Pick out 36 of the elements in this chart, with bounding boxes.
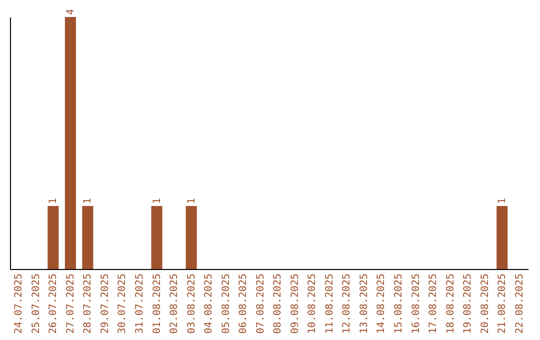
x-tick-label: 25.07.2025	[30, 274, 42, 334]
x-tick-label: 03.08.2025	[186, 274, 198, 334]
x-tick-label: 30.07.2025	[117, 274, 128, 334]
data-label: 1	[152, 198, 163, 204]
x-tick-label: 07.08.2025	[255, 274, 266, 334]
x-tick-label: 13.08.2025	[358, 274, 370, 334]
x-tick-label: 31.07.2025	[134, 274, 146, 334]
x-tick-label: 12.08.2025	[342, 274, 353, 334]
x-tick-label: 04.08.2025	[204, 274, 215, 334]
data-label: 1	[497, 198, 508, 204]
data-label: 1	[48, 198, 60, 204]
x-tick-label: 14.08.2025	[376, 274, 388, 334]
x-tick-label: 01.08.2025	[152, 274, 163, 334]
x-tick-label: 09.08.2025	[290, 274, 301, 334]
x-tick-label: 08.08.2025	[272, 274, 284, 334]
x-tick-label: 27.07.2025	[65, 274, 76, 334]
x-tick-label: 02.08.2025	[169, 274, 180, 334]
x-tick-label: 18.08.2025	[445, 274, 456, 334]
x-tick-label: 06.08.2025	[238, 274, 250, 334]
x-tick-label: 16.08.2025	[410, 274, 422, 334]
x-tick-label: 11.08.2025	[324, 274, 336, 334]
x-tick-label: 17.08.2025	[428, 274, 440, 334]
x-tick-label: 20.08.2025	[480, 274, 491, 334]
x-tick-label: 28.07.2025	[82, 274, 94, 334]
data-label: 1	[82, 198, 94, 204]
x-tick-label: 15.08.2025	[394, 274, 404, 334]
x-tick-label: 21.08.2025	[497, 274, 508, 334]
x-tick-label: 05.08.2025	[220, 274, 232, 334]
data-label: 4	[65, 8, 76, 15]
x-tick-label: 10.08.2025	[307, 274, 318, 334]
x-tick-label: 26.07.2025	[48, 274, 60, 334]
x-tick-label: 22.08.2025	[514, 274, 526, 334]
x-tick-label: 29.07.2025	[100, 274, 111, 334]
data-label: 1	[186, 198, 198, 204]
x-tick-label: 19.08.2025	[462, 274, 474, 334]
x-tick-label: 24.07.2025	[14, 274, 25, 334]
